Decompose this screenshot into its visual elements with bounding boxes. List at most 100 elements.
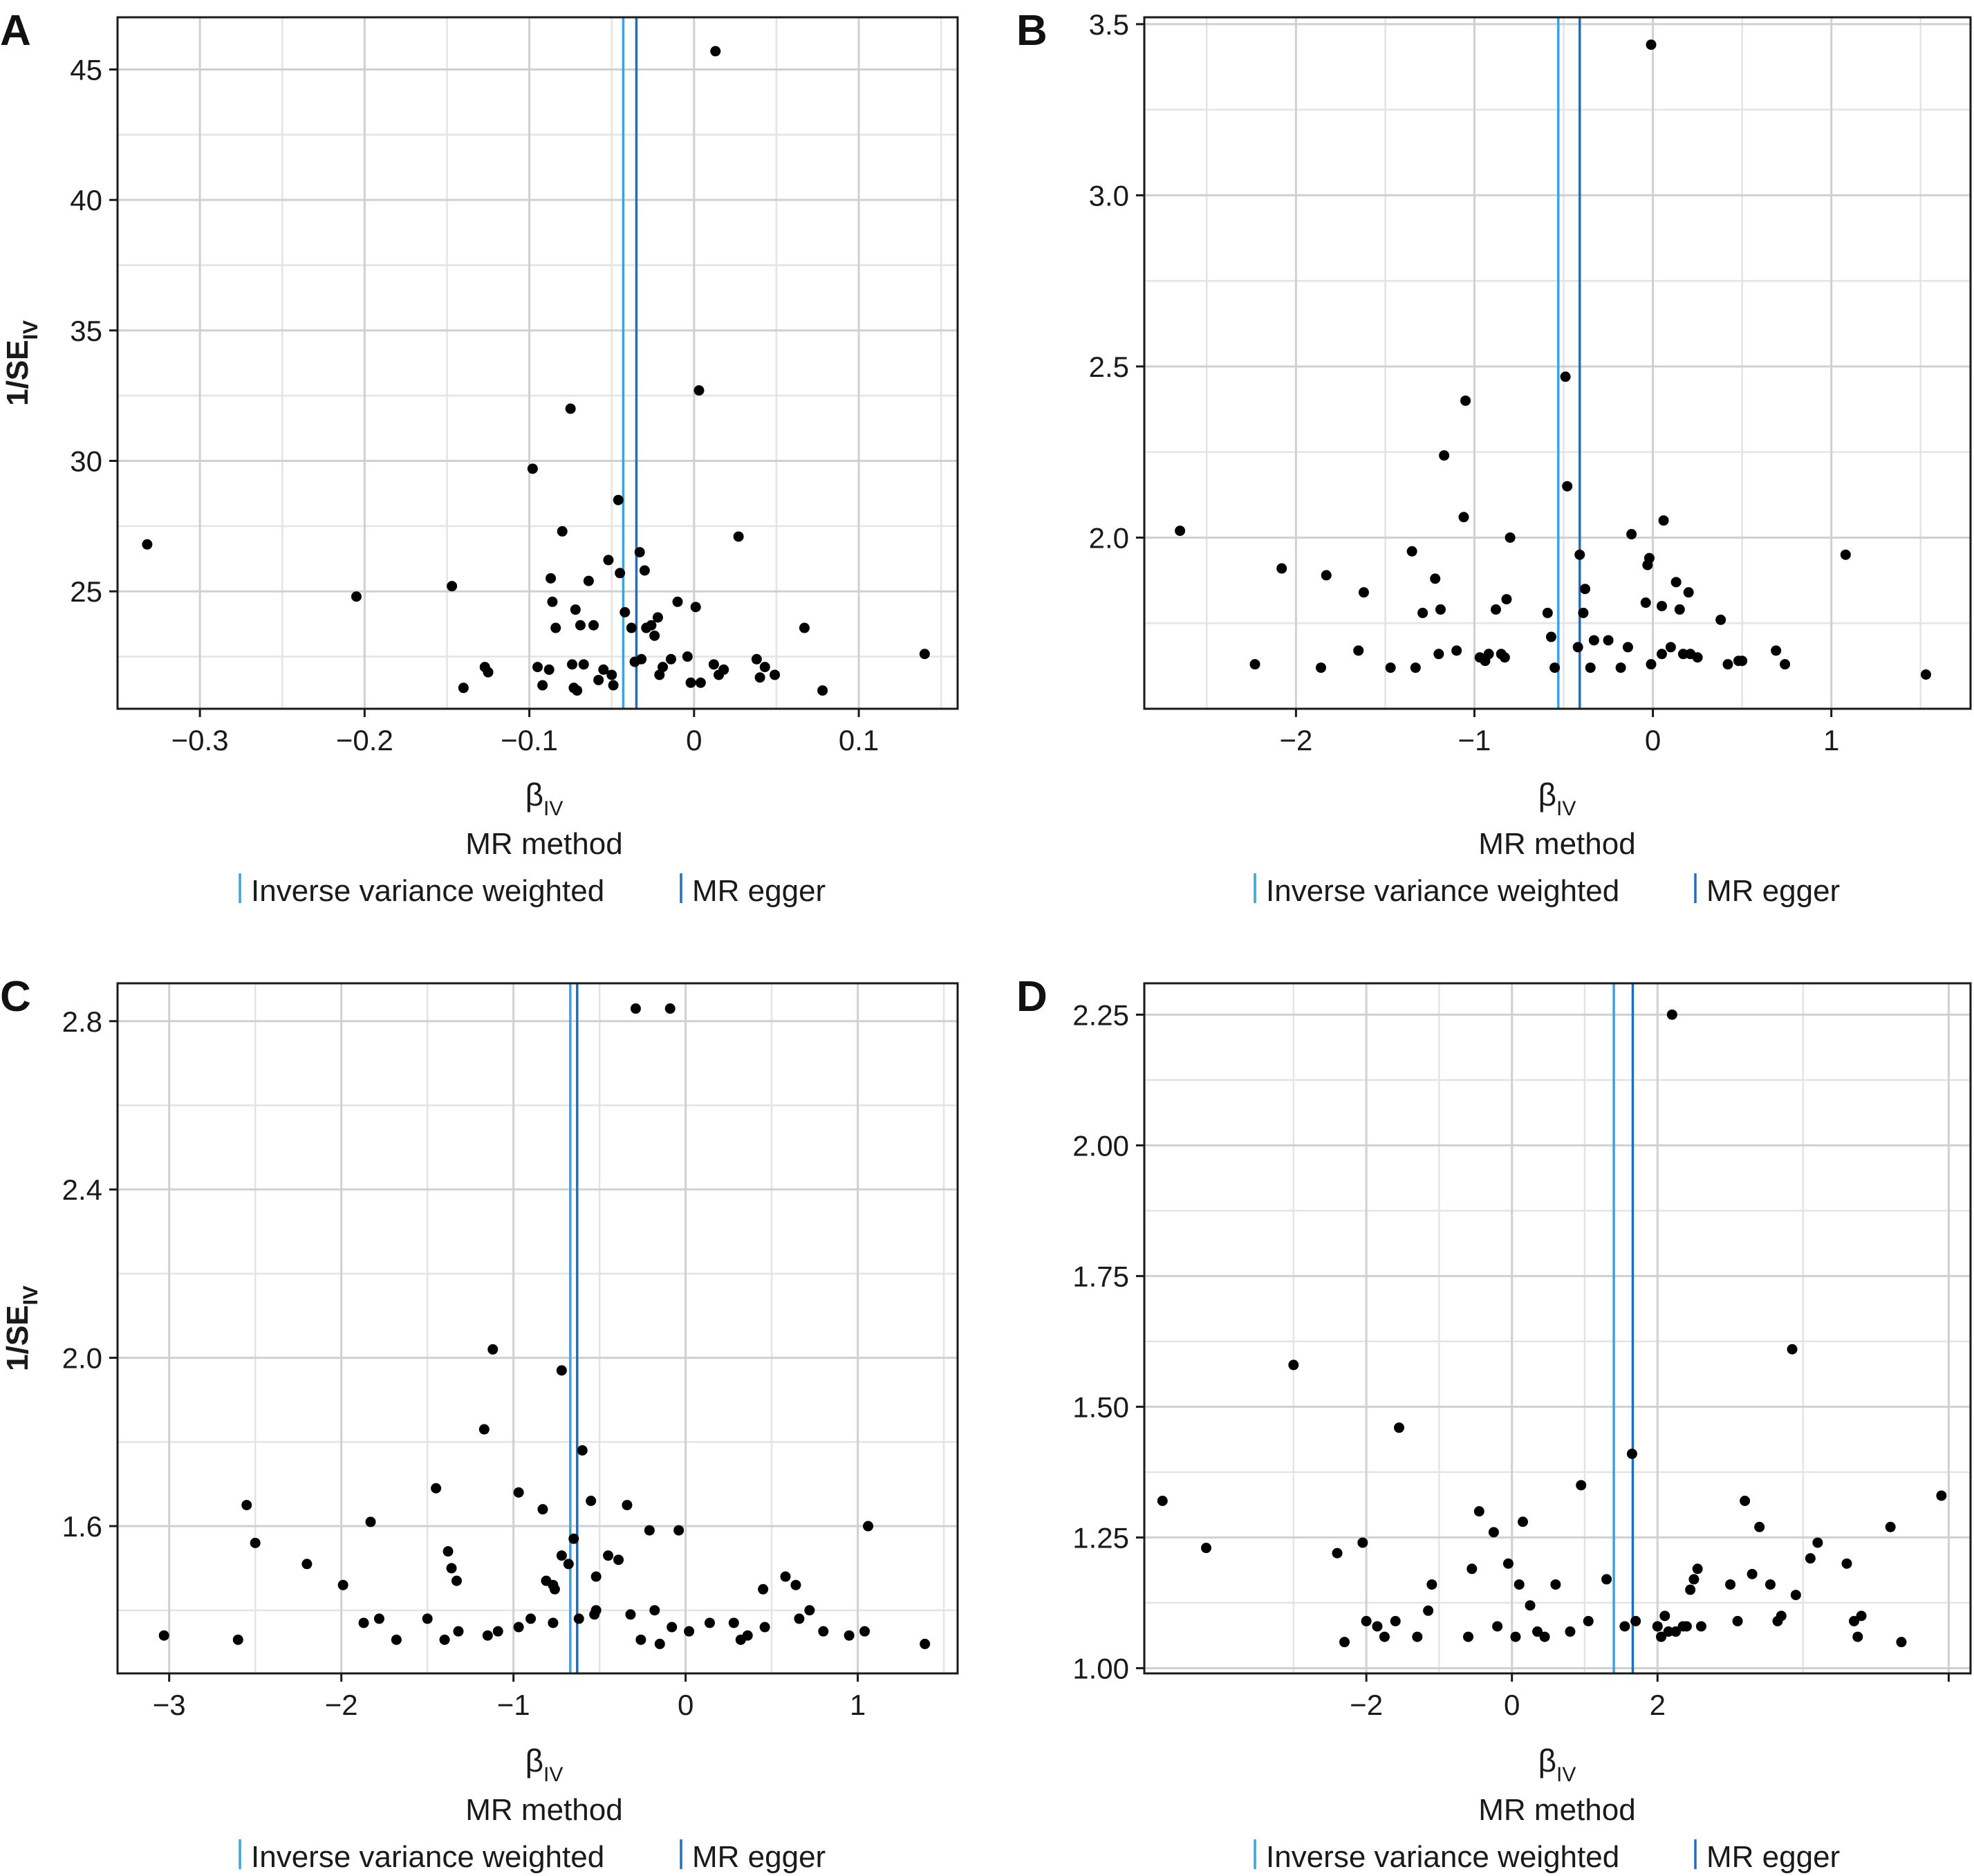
legend-title: MR method (1478, 827, 1635, 861)
data-point (583, 575, 594, 586)
y-tick-label: 2.5 (1089, 351, 1129, 383)
data-point (665, 653, 676, 665)
data-point (1695, 1621, 1706, 1632)
major-gridlines (1144, 983, 1971, 1673)
data-point (790, 1579, 801, 1590)
data-point (563, 1559, 574, 1570)
x-axis-title-subscript: IV (1556, 797, 1576, 820)
y-tick-label: 2.25 (1072, 999, 1129, 1031)
data-point (556, 1365, 567, 1376)
data-point (1674, 604, 1685, 615)
y-tick-label: 3.0 (1089, 179, 1129, 212)
data-point (547, 596, 558, 607)
x-tick-label: −0.3 (171, 724, 229, 756)
data-point (1458, 512, 1469, 523)
data-point (573, 1613, 584, 1624)
data-point (588, 620, 599, 631)
data-point (742, 1630, 753, 1641)
y-tick-label: 1.50 (1072, 1391, 1129, 1423)
data-point (1488, 1527, 1499, 1538)
x-axis-title-main: β (525, 1743, 543, 1779)
plot-frame (1143, 982, 1972, 1675)
data-point (1790, 1590, 1801, 1601)
data-point (1640, 597, 1651, 609)
data-point (728, 1617, 739, 1628)
data-point (603, 555, 614, 566)
data-point (620, 606, 631, 617)
legend-item-label: Inverse variance weighted (251, 1840, 604, 1874)
data-point (532, 662, 543, 673)
data-point (1550, 1579, 1561, 1590)
data-points (1157, 1009, 1947, 1648)
major-gridlines (118, 983, 958, 1673)
data-point (684, 1626, 695, 1637)
data-point (590, 1571, 602, 1582)
data-point (608, 680, 619, 691)
minor-gridlines (118, 983, 958, 1673)
data-point (635, 1634, 646, 1645)
data-point (1692, 652, 1703, 663)
data-point (1725, 1579, 1736, 1590)
data-point (1740, 1496, 1751, 1506)
data-point (527, 463, 538, 474)
data-point (422, 1613, 433, 1624)
data-point (1502, 1558, 1514, 1569)
data-point (513, 1487, 524, 1498)
data-point (1685, 1584, 1696, 1595)
data-point (1656, 649, 1667, 660)
data-point (1357, 1537, 1368, 1548)
data-point (1423, 1605, 1434, 1616)
x-axis-title: βIV (1538, 777, 1576, 820)
y-tick-label: 1.75 (1072, 1260, 1129, 1292)
x-axis-title: βIV (525, 777, 564, 820)
plot-frame (116, 982, 959, 1675)
x-tick-label: −0.2 (336, 724, 393, 756)
data-point (567, 659, 578, 670)
data-point (1435, 604, 1446, 615)
data-point (1249, 659, 1260, 670)
data-point (1583, 1615, 1594, 1626)
data-point (613, 1554, 624, 1566)
legend-title: MR method (465, 1793, 622, 1827)
data-point (1619, 1621, 1630, 1632)
data-point (1920, 669, 1931, 680)
y-axis-title: 1/SEIV (1, 320, 42, 406)
data-point (1771, 645, 1782, 656)
data-point (1332, 1548, 1343, 1559)
data-point (754, 672, 765, 683)
data-point (1754, 1521, 1765, 1532)
data-point (759, 1622, 770, 1633)
panel-letter: B (1016, 7, 1047, 55)
data-point (664, 1003, 676, 1014)
data-point (548, 1617, 559, 1628)
data-point (613, 494, 624, 505)
data-point (537, 680, 548, 691)
data-point (1670, 1626, 1682, 1637)
data-point (1576, 1480, 1587, 1491)
data-point (644, 1525, 655, 1536)
x-tick-label: −1 (497, 1689, 530, 1721)
data-point (1601, 1574, 1612, 1585)
data-point (1812, 1537, 1823, 1548)
data-point (667, 1622, 678, 1633)
data-point (1406, 546, 1417, 557)
data-point (391, 1634, 402, 1645)
data-point (557, 526, 568, 537)
data-point (1841, 1558, 1852, 1569)
data-points (1175, 39, 1931, 680)
data-point (373, 1613, 384, 1624)
data-point (1856, 1610, 1867, 1622)
y-axis-title: 1/SEIV (1, 320, 42, 406)
data-point (1390, 1615, 1401, 1626)
y-tick-label: 1.25 (1072, 1521, 1129, 1554)
data-point (695, 677, 706, 688)
minor-gridlines (118, 17, 958, 709)
plot-frame (1143, 16, 1972, 710)
data-point (1849, 1615, 1860, 1626)
data-point (577, 1445, 588, 1456)
data-point (1560, 371, 1571, 382)
x-axis-title-main: β (1538, 777, 1556, 812)
data-point (794, 1613, 805, 1624)
y-axis-title-subscript: IV (19, 320, 42, 340)
